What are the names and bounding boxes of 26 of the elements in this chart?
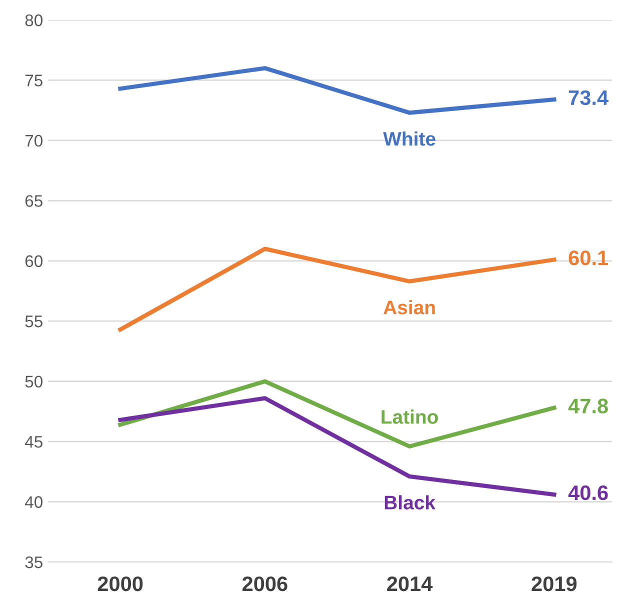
series-label: Black [384,495,436,510]
x-tick-label: 2014 [387,576,433,592]
data-label: 60.1 [568,250,608,266]
line-series [118,246,556,332]
x-tick-label: 2000 [98,576,143,592]
y-tick-label: 40 [24,496,42,508]
y-tick-label: 50 [25,376,42,388]
y-tick-label: 75 [25,74,42,86]
series-label: White [383,131,436,146]
series-label: Latino [382,410,438,424]
line-series [118,379,556,448]
line-series [118,396,556,497]
y-tick-label: 65 [25,195,42,207]
y-tick-label: 60 [25,255,42,268]
data-label: 47.8 [568,398,608,414]
y-tick-label: 45 [24,436,42,448]
y-tick-label: 55 [25,316,42,328]
x-tick-label: 2006 [242,576,288,592]
line-series [118,66,556,115]
series-label: Asian [384,300,435,314]
data-label: 73.4 [568,90,608,106]
y-tick-label: 70 [25,134,42,147]
data-label: 40.6 [568,485,608,500]
x-tick-label: 2019 [532,576,577,592]
y-tick-label: 80 [25,14,42,26]
y-tick-label: 35 [25,556,42,568]
